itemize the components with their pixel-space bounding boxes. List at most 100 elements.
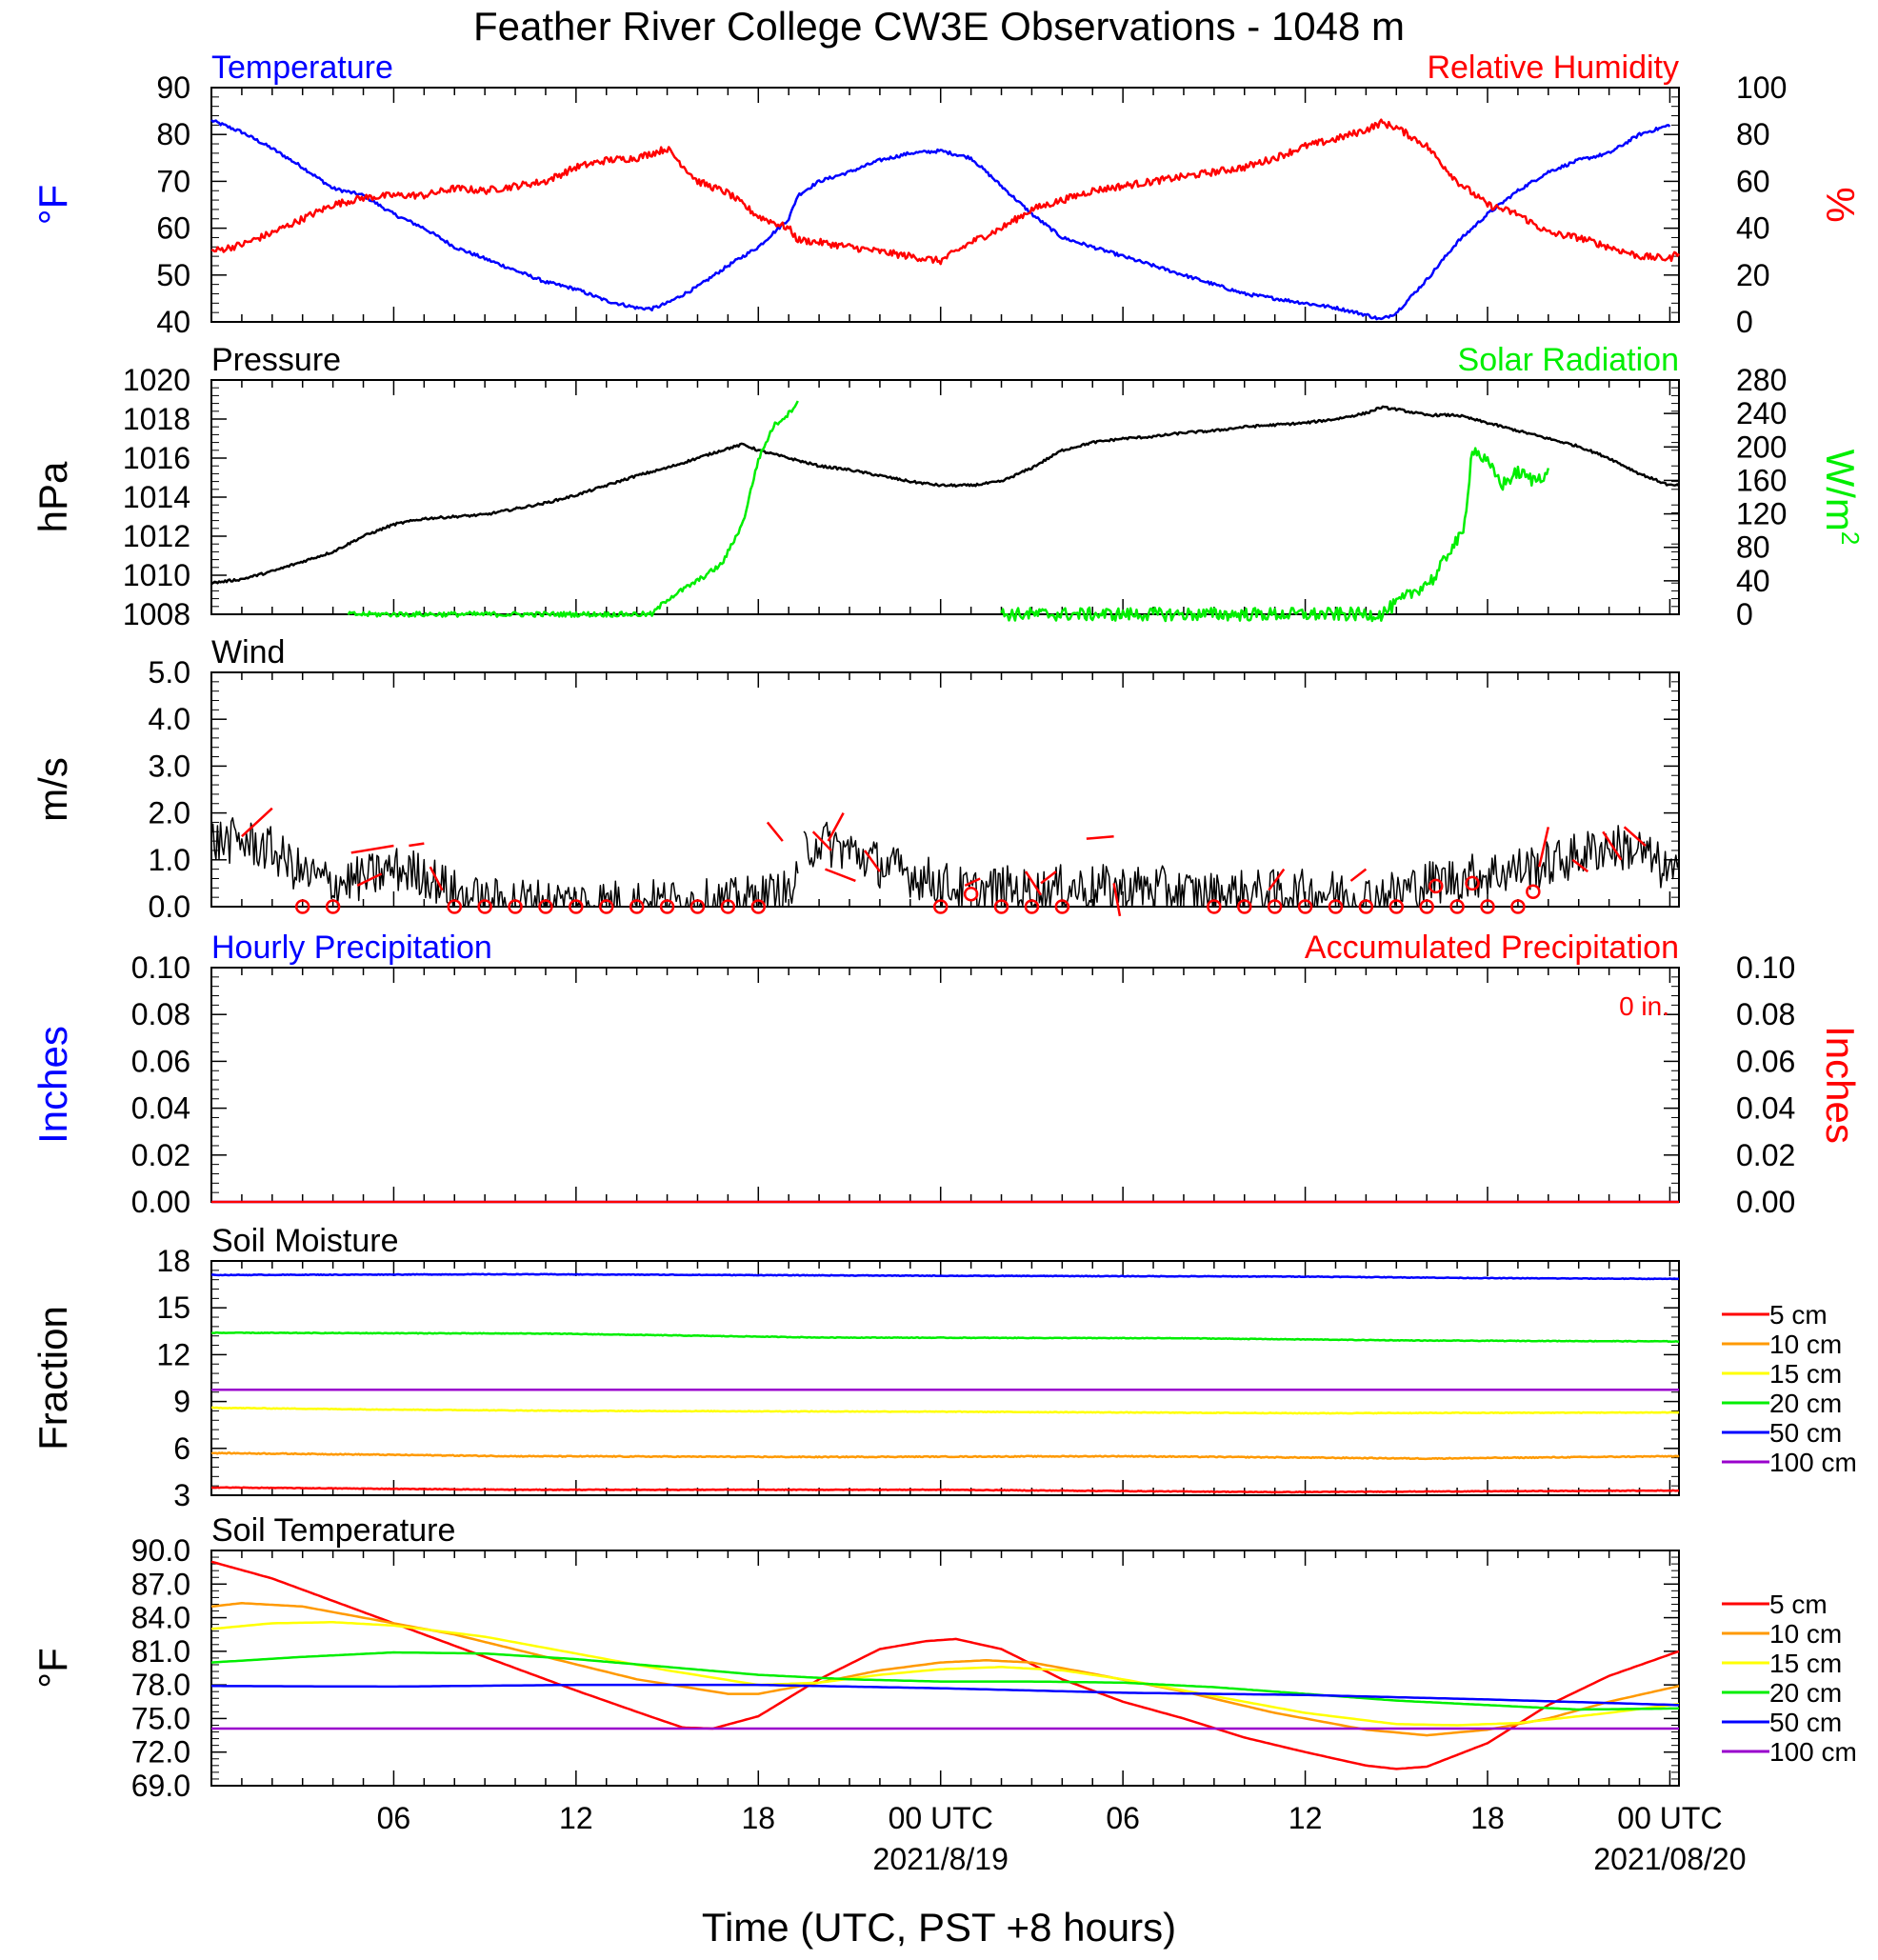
y-left-tick-label: 1008 <box>123 597 190 631</box>
legend-label: 15 cm <box>1769 1359 1842 1389</box>
x-tick-label: 12 <box>559 1801 593 1835</box>
calm-wind-marker <box>599 899 614 914</box>
legend-label: 5 cm <box>1769 1590 1828 1619</box>
panel-title-left: Temperature <box>211 50 393 86</box>
y-right-tick-label: 0.08 <box>1736 997 1795 1031</box>
calm-wind-marker <box>1480 899 1495 914</box>
panel-frame <box>210 87 1680 323</box>
wind-marker <box>963 886 979 902</box>
series-15-cm <box>210 1406 1680 1415</box>
panel-title-left: Soil Moisture <box>211 1223 399 1259</box>
wind-barb <box>1086 834 1114 840</box>
y-left-tick-label: 1020 <box>123 363 190 397</box>
y-right-axis-label-superscript: 2 <box>1836 531 1865 545</box>
y-left-tick-label: 40 <box>156 305 190 339</box>
wind-barb <box>1349 868 1368 882</box>
x-tick-label: 18 <box>741 1801 775 1835</box>
calm-wind-marker <box>1237 899 1252 914</box>
wind-barb <box>1623 826 1647 847</box>
y-right-tick-label: 0.02 <box>1736 1138 1795 1172</box>
series-pressure <box>210 405 1680 586</box>
y-left-tick-label: 78.0 <box>131 1668 190 1702</box>
y-left-tick-label: 1016 <box>123 441 190 475</box>
calm-wind-marker <box>689 899 706 914</box>
series-50-cm <box>210 1272 1680 1281</box>
y-right-axis-label: % <box>1818 187 1863 222</box>
legend-label: 5 cm <box>1769 1300 1828 1330</box>
wind-barb <box>241 807 273 838</box>
panel-title-left: Wind <box>211 634 285 670</box>
wind-barb <box>1024 870 1043 896</box>
calm-wind-marker <box>993 899 1009 914</box>
y-left-tick-label: 70 <box>156 164 190 198</box>
calm-wind-marker <box>538 899 553 914</box>
accumulated-precip-annotation: 0 in. <box>1619 991 1669 1021</box>
panel-soil_temp: 69.072.075.078.081.084.087.090.0 °F Soil T… <box>30 1512 1857 1803</box>
x-date-label: 2021/8/19 <box>873 1842 1009 1876</box>
x-tick-label: 06 <box>1106 1801 1140 1835</box>
calm-wind-marker <box>1267 899 1283 914</box>
series-50-cm <box>211 1683 1680 1707</box>
y-right-tick-label: 80 <box>1736 117 1770 151</box>
x-tick-label: 12 <box>1289 1801 1323 1835</box>
x-tick-label: 06 <box>377 1801 411 1835</box>
y-left-tick-label: 60 <box>156 211 190 246</box>
wind-marker <box>1526 884 1541 900</box>
legend-label: 10 cm <box>1769 1330 1842 1359</box>
panel-title-right: Solar Radiation <box>1458 342 1679 378</box>
wind-barb <box>766 821 784 842</box>
y-left-tick-label: 1010 <box>123 558 190 592</box>
y-right-axis-label: W/m2 <box>1818 450 1865 546</box>
y-left-tick-label: 0.04 <box>131 1091 190 1126</box>
wind-barb <box>1112 883 1122 917</box>
y-left-tick-label: 6 <box>173 1431 190 1466</box>
calm-wind-marker <box>325 899 341 914</box>
y-right-tick-label: 240 <box>1736 396 1787 430</box>
panel-frame <box>210 671 1680 908</box>
legend-label: 100 cm <box>1769 1737 1857 1767</box>
y-right-axis-label: Inches <box>1818 1026 1863 1144</box>
y-left-tick-label: 81.0 <box>131 1634 190 1669</box>
calm-wind-marker <box>1024 899 1040 914</box>
y-left-tick-label: 80 <box>156 117 190 151</box>
calm-wind-marker <box>508 899 523 914</box>
y-left-tick-label: 0.02 <box>131 1138 190 1172</box>
series-solar-radiation <box>347 400 799 618</box>
calm-wind-marker <box>1419 899 1434 914</box>
calm-wind-marker <box>1207 899 1222 914</box>
calm-wind-marker <box>1449 899 1465 914</box>
x-tick-label: 00 UTC <box>889 1801 993 1835</box>
y-right-tick-label: 160 <box>1736 463 1787 497</box>
y-left-tick-label: 15 <box>156 1290 190 1325</box>
y-right-tick-label: 40 <box>1736 564 1770 598</box>
y-right-tick-label: 60 <box>1736 164 1770 198</box>
wind-barb <box>409 842 425 848</box>
panel-frame <box>210 967 1680 1203</box>
wind-marker <box>1428 878 1444 894</box>
wind-barb <box>825 868 856 883</box>
panel-frame <box>210 1550 1680 1787</box>
y-right-tick-label: 80 <box>1736 530 1770 565</box>
y-right-tick-label: 0.00 <box>1736 1185 1795 1219</box>
panel-title-right: Accumulated Precipitation <box>1305 930 1679 966</box>
series-temperature <box>210 119 1671 321</box>
panel-temp_rh: 40 50 60 70 80 90 0 20 40 60 80 100 °F % Temperature Re… <box>30 50 1863 339</box>
y-left-tick-label: 72.0 <box>131 1735 190 1770</box>
series-15-cm <box>210 1621 1680 1727</box>
y-right-tick-label: 0 <box>1736 305 1753 339</box>
wind-barb <box>350 844 394 854</box>
y-left-axis-label: Inches <box>30 1026 75 1144</box>
calm-wind-marker <box>1297 899 1313 914</box>
y-left-tick-label: 12 <box>156 1337 190 1371</box>
panel-title-left: Soil Temperature <box>211 1512 455 1549</box>
legend-label: 10 cm <box>1769 1619 1842 1649</box>
legend-label: 50 cm <box>1769 1708 1842 1737</box>
series-wind <box>210 817 799 908</box>
x-tick-label: 18 <box>1470 1801 1505 1835</box>
wind-barb <box>1602 830 1623 861</box>
y-left-tick-label: 90.0 <box>131 1533 190 1568</box>
y-left-tick-label: 2.0 <box>149 796 190 830</box>
wind-barb <box>827 812 845 842</box>
